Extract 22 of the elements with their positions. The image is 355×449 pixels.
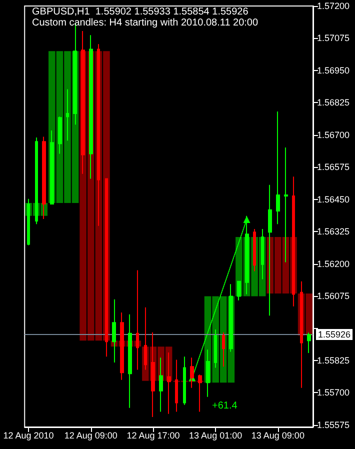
y-tick-label: 1.56950 xyxy=(317,65,350,76)
y-tick-label: 1.56450 xyxy=(317,194,350,204)
y-tick-label: 1.56200 xyxy=(317,258,350,269)
y-tick-label: 1.55825 xyxy=(317,355,350,366)
x-tick-label: 13 Aug 09:00 xyxy=(251,430,304,440)
y-tick-label: 1.56825 xyxy=(317,98,350,108)
y-tick-label: 1.56325 xyxy=(317,226,350,237)
x-tick-label: 12 Aug 09:00 xyxy=(64,430,118,440)
y-tick-label: 1.55575 xyxy=(317,420,350,430)
x-tick-label: 13 Aug 01:00 xyxy=(189,430,242,440)
y-tick-label: 1.56075 xyxy=(317,291,350,302)
annotation: +61.4 xyxy=(212,400,238,412)
y-tick-label: 1.55700 xyxy=(317,388,350,398)
ref-line-label: 1.55926 xyxy=(318,329,351,340)
y-tick-label: 1.56700 xyxy=(317,130,350,140)
x-tick-label: 12 Aug 2010 xyxy=(3,430,54,440)
chart-title: GBPUSD,H1 1.55902 1.55933 1.55854 1.55926 xyxy=(32,6,249,18)
y-tick-label: 1.56575 xyxy=(317,162,350,172)
x-tick-label: 12 Aug 17:00 xyxy=(126,430,180,440)
text: Custom candles: H4 starting with 2010.08.11 20:00 xyxy=(32,18,258,28)
y-tick-label: 1.57075 xyxy=(317,33,350,44)
y-tick-label: 1.57200 xyxy=(317,1,350,11)
